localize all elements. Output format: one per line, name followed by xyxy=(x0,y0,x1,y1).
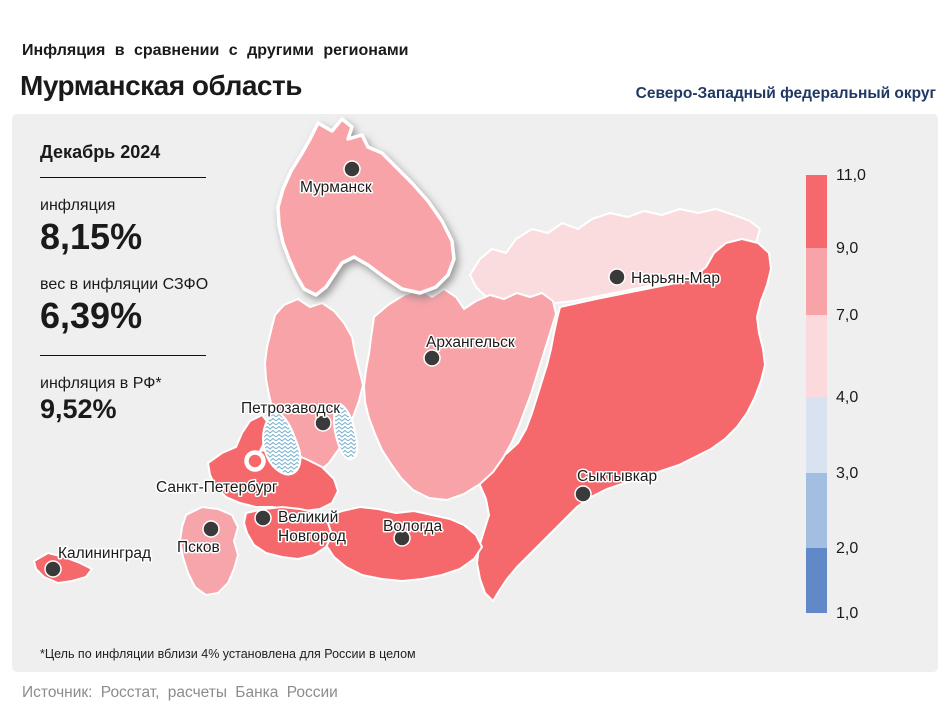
legend-tick-2: 2,0 xyxy=(836,540,859,557)
legend-tick-1: 1,0 xyxy=(836,605,859,622)
legend-tick-11: 11,0 xyxy=(836,167,866,184)
city-murmansk: Мурманск xyxy=(299,160,373,198)
city-vologda: Вологда xyxy=(382,517,444,547)
legend-tick-3: 3,0 xyxy=(836,465,859,482)
legend-segment-2-1 xyxy=(806,548,827,613)
legend-tick-7: 7,0 xyxy=(836,307,859,324)
city-dot-arkhangelsk xyxy=(423,349,441,367)
city-saint-petersburg: Санкт-Петербург xyxy=(155,450,279,498)
legend-segment-3-2 xyxy=(806,473,827,548)
legend-tick-9: 9,0 xyxy=(836,240,859,257)
city-naryan-mar: Нарьян-Мар xyxy=(608,268,721,289)
city-label-saint-petersburg: Санкт-Петербург xyxy=(156,479,278,496)
city-syktyvkar: Сыктывкар xyxy=(574,467,659,503)
legend-segment-4-3 xyxy=(806,397,827,473)
choropleth-map: Мурманск Нарьян-Мар Архангельск Петрозав… xyxy=(33,117,772,602)
city-dot-pskov xyxy=(202,520,220,538)
city-dot-kaliningrad xyxy=(44,560,62,578)
weight-label: вес в инфляции СЗФО xyxy=(40,275,209,293)
period-label: Декабрь 2024 xyxy=(40,142,206,178)
lake-ladoga xyxy=(261,409,302,476)
inflation-value: 8,15% xyxy=(40,216,143,257)
district-label: Северо-Западный федеральный округ xyxy=(635,85,936,102)
page-title: Мурманская область xyxy=(20,70,302,101)
city-label-veliky-novgorod-line2: Новгород xyxy=(278,528,346,545)
weight-value: 6,39% xyxy=(40,294,143,336)
city-ring-saint-petersburg xyxy=(244,450,266,472)
city-dot-syktyvkar xyxy=(574,485,592,503)
region-nenets-ao xyxy=(469,208,761,306)
legend-tick-4: 4,0 xyxy=(836,389,859,406)
city-arkhangelsk: Архангельск xyxy=(423,333,516,367)
region-pskov-oblast xyxy=(179,506,239,596)
footnote: *Цель по инфляции вблизи 4% установлена … xyxy=(40,647,416,661)
region-arkhangelsk-oblast xyxy=(363,288,557,501)
city-label-naryan-mar: Нарьян-Мар xyxy=(631,270,720,287)
stats-divider xyxy=(40,355,206,357)
city-kaliningrad: Калининград xyxy=(44,544,153,578)
legend-bar xyxy=(806,175,827,613)
region-murmansk-oblast-highlighted xyxy=(276,117,456,297)
legend-segment-11-9 xyxy=(806,175,827,248)
page-subtitle: Инфляция в сравнении с другими регионами xyxy=(22,42,409,59)
source-line: Источник: Росстат, расчеты Банка России xyxy=(22,684,338,701)
legend-segment-9-7 xyxy=(806,248,827,315)
city-veliky-novgorod: Великий Новгород xyxy=(254,508,347,547)
city-label-kaliningrad: Калининград xyxy=(58,545,151,562)
city-label-petrozavodsk: Петрозаводск xyxy=(241,400,340,417)
city-label-murmansk: Мурманск xyxy=(300,179,372,196)
rf-inflation-value: 9,52% xyxy=(40,394,117,425)
city-label-vologda: Вологда xyxy=(383,518,442,535)
city-dot-veliky-novgorod xyxy=(254,509,272,527)
city-pskov: Псков xyxy=(176,520,221,558)
city-dot-vologda xyxy=(393,529,411,547)
lake-onega xyxy=(332,403,359,461)
stats-block: Декабрь 2024 инфляция 8,15% вес в инфляц… xyxy=(40,142,270,425)
legend-segment-7-4 xyxy=(806,315,827,397)
city-dot-naryan-mar xyxy=(608,268,626,286)
map-panel: Мурманск Нарьян-Мар Архангельск Петрозав… xyxy=(12,114,938,672)
rf-inflation-label: инфляция в РФ* xyxy=(40,375,162,393)
city-label-arkhangelsk: Архангельск xyxy=(426,334,515,351)
city-dot-murmansk xyxy=(343,160,361,178)
city-label-pskov: Псков xyxy=(177,539,220,556)
inflation-label: инфляция xyxy=(40,197,116,214)
city-label-veliky-novgorod-line1: Великий xyxy=(278,509,338,526)
city-label-syktyvkar: Сыктывкар xyxy=(577,468,657,485)
city-petrozavodsk: Петрозаводск xyxy=(240,399,342,432)
city-dot-petrozavodsk xyxy=(314,414,332,432)
